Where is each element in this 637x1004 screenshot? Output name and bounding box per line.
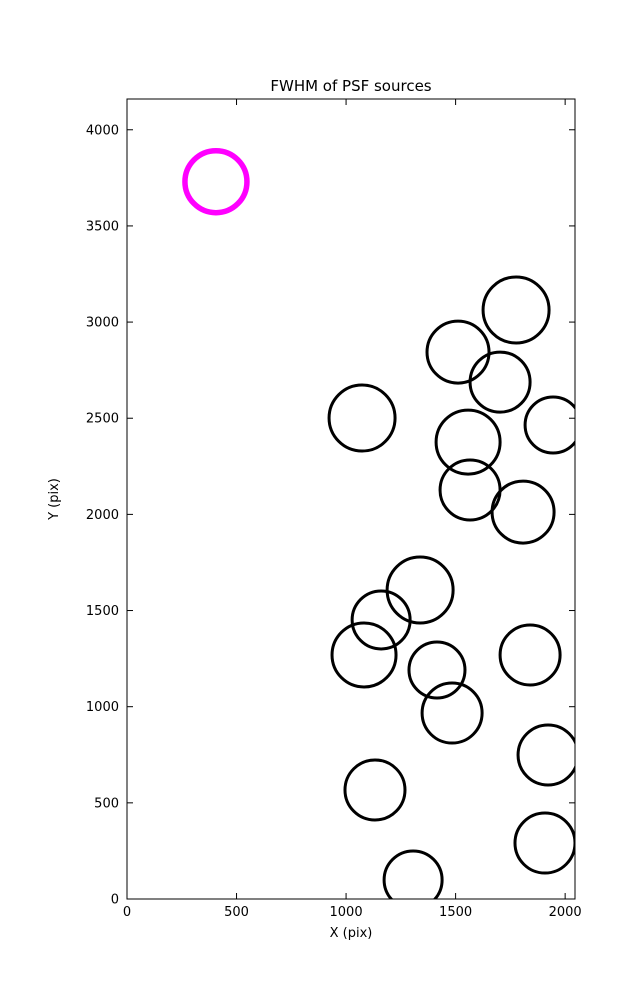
plot-background: [127, 99, 575, 899]
x-tick-label: 500: [224, 905, 249, 920]
x-tick-label: 2000: [549, 905, 582, 920]
tick-labels-group: 0 500 1000 1500 2000 0 500 1000 1500 2000 2500 3000…: [86, 123, 582, 920]
psf-sources-marker: [498, 623, 562, 687]
psf-sources-marker: [516, 723, 575, 787]
chart-title: FWHM of PSF sources: [270, 77, 431, 95]
highlighted-source-marker: [182, 147, 250, 216]
psf-sources-marker: [385, 555, 455, 625]
y-axis-label: Y (pix): [47, 478, 62, 521]
axis-ticks-group: [126, 99, 575, 900]
psf-sources-marker: [382, 849, 444, 899]
y-tick-label: 0: [111, 893, 119, 908]
y-tick-label: 3000: [86, 316, 119, 331]
y-tick-label: 2500: [86, 412, 119, 427]
y-tick-label: 1500: [86, 604, 119, 619]
y-tick-label: 1000: [86, 700, 119, 715]
psf-sources-marker: [327, 383, 397, 453]
psf-sources-marker: [407, 640, 467, 700]
scatter-markers-group: [182, 147, 575, 899]
psf-sources-marker: [420, 681, 484, 745]
psf-sources-marker: [350, 589, 412, 651]
x-tick-label: 1000: [330, 905, 363, 920]
psf-sources-marker: [490, 479, 556, 545]
x-axis-label: X (pix): [330, 926, 373, 941]
psf-sources-marker: [425, 319, 491, 385]
x-tick-label: 1500: [439, 905, 472, 920]
psf-sources-marker: [523, 395, 575, 455]
psf-sources-marker: [330, 621, 398, 689]
psf-sources-marker: [343, 758, 407, 822]
plot-border: [126, 98, 576, 900]
y-tick-label: 500: [94, 796, 119, 811]
y-tick-label: 2000: [86, 508, 119, 523]
psf-sources-marker: [434, 408, 502, 476]
psf-sources-marker: [468, 350, 532, 414]
x-tick-label: 0: [123, 905, 131, 920]
y-tick-label: 4000: [86, 123, 119, 138]
y-tick-label: 3500: [86, 219, 119, 234]
psf-sources-marker: [481, 275, 551, 345]
